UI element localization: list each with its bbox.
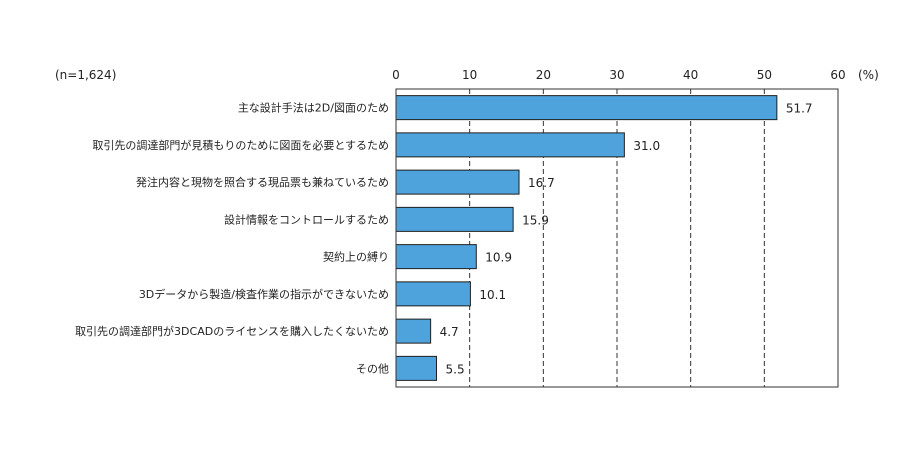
bar — [395, 318, 432, 344]
category-label: 取引先の調達部門が見積もりのために図面を必要とするため — [92, 138, 389, 152]
sample-size-note: (n=1,624) — [55, 68, 116, 82]
category-labels: 主な設計手法は2D/図面のため取引先の調達部門が見積もりのために図面を必要とする… — [75, 101, 389, 376]
value-label: 5.5 — [446, 362, 465, 376]
category-label: 3Dデータから製造/検査作業の指示ができないため — [139, 287, 389, 301]
value-label: 4.7 — [440, 325, 459, 339]
bar — [395, 206, 514, 232]
value-label: 16.7 — [528, 176, 555, 190]
value-label: 10.9 — [485, 251, 512, 265]
x-tick-label: 30 — [609, 68, 624, 82]
x-tick-label: 50 — [757, 68, 772, 82]
value-label: 51.7 — [786, 102, 813, 116]
x-tick-label: 60 — [830, 68, 845, 82]
x-tick-label: 40 — [683, 68, 698, 82]
category-label: 取引先の調達部門が3DCADのライセンスを購入したくないため — [75, 324, 389, 338]
category-label: その他 — [356, 362, 389, 375]
bar — [395, 132, 625, 158]
x-axis-ticks: 0 10 20 30 40 50 60 — [392, 68, 845, 82]
bar — [395, 355, 438, 381]
value-labels: 51.7 31.0 16.7 15.9 10.9 10.1 4.7 5.5 — [440, 102, 813, 377]
bar — [395, 169, 520, 195]
category-label: 契約上の縛り — [323, 250, 389, 264]
category-label: 発注内容と現物を照合する現品票も兼ねているため — [136, 175, 389, 189]
value-label: 15.9 — [522, 213, 549, 227]
category-label: 設計情報をコントロールするため — [224, 212, 389, 226]
x-tick-label: 20 — [536, 68, 551, 82]
bar — [395, 281, 471, 307]
category-label: 主な設計手法は2D/図面のため — [238, 101, 389, 115]
x-tick-label: 10 — [462, 68, 477, 82]
bar — [395, 95, 778, 121]
value-label: 10.1 — [479, 288, 506, 302]
value-label: 31.0 — [633, 139, 660, 153]
bar — [395, 244, 477, 270]
plot-frame — [395, 88, 839, 388]
unit-label: (%) — [858, 68, 879, 82]
x-tick-label: 0 — [392, 68, 400, 82]
